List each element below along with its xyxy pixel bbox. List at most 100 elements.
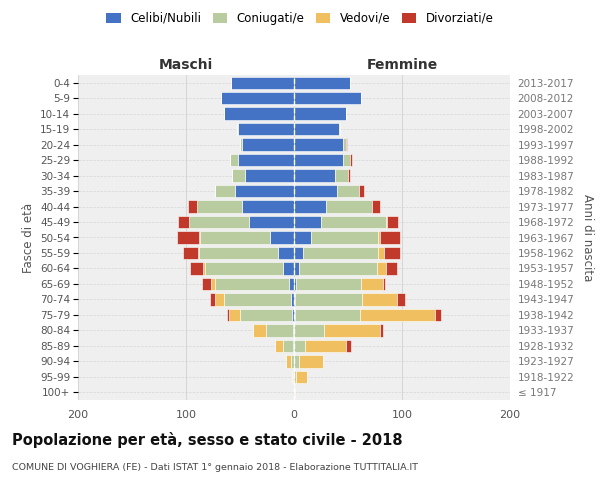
Bar [205, 262, 283, 274]
Bar [362, 293, 397, 306]
Bar [377, 262, 386, 274]
Bar [197, 200, 242, 212]
Bar [240, 138, 242, 151]
Bar [178, 216, 189, 228]
Bar [326, 200, 372, 212]
Bar [361, 278, 383, 290]
Bar [397, 293, 405, 306]
Bar [378, 232, 380, 243]
Bar [383, 278, 385, 290]
Bar [294, 324, 324, 336]
Bar [294, 340, 305, 352]
Bar [294, 262, 299, 274]
Bar [270, 232, 294, 243]
Bar [359, 185, 364, 198]
Bar [378, 247, 383, 259]
Bar [372, 200, 380, 212]
Bar [283, 340, 293, 352]
Bar [198, 247, 199, 259]
Bar [292, 370, 293, 383]
Legend: Celibi/Nubili, Coniugati/e, Vedovi/e, Divorziati/e: Celibi/Nubili, Coniugati/e, Vedovi/e, Di… [103, 8, 497, 28]
Bar [294, 232, 311, 243]
Bar [324, 324, 380, 336]
Bar [275, 340, 283, 352]
Bar [266, 324, 293, 336]
Bar [221, 92, 294, 104]
Bar [346, 138, 347, 151]
Bar [294, 247, 302, 259]
Bar [436, 308, 441, 321]
Bar [227, 308, 229, 321]
Bar [232, 76, 294, 89]
Bar [294, 154, 343, 166]
Bar [294, 170, 335, 182]
Text: COMUNE DI VOGHIERA (FE) - Dati ISTAT 1° gennaio 2018 - Elaborazione TUTTITALIA.I: COMUNE DI VOGHIERA (FE) - Dati ISTAT 1° … [12, 462, 418, 471]
Bar [386, 262, 397, 274]
Bar [343, 154, 350, 166]
Bar [294, 92, 361, 104]
Bar [299, 355, 323, 368]
Bar [386, 216, 387, 228]
Bar [295, 308, 360, 321]
Bar [190, 262, 203, 274]
Bar [350, 154, 352, 166]
Bar [380, 324, 383, 336]
Bar [294, 138, 343, 151]
Bar [199, 247, 278, 259]
Bar [224, 108, 294, 120]
Bar [299, 262, 377, 274]
Bar [200, 232, 270, 243]
Bar [294, 386, 295, 398]
Bar [235, 185, 294, 198]
Bar [229, 308, 240, 321]
Bar [232, 170, 245, 182]
Bar [335, 170, 348, 182]
Bar [178, 232, 199, 243]
Y-axis label: Anni di nascita: Anni di nascita [581, 194, 594, 281]
Bar [321, 216, 386, 228]
Bar [211, 278, 215, 290]
Bar [202, 278, 211, 290]
Bar [238, 123, 294, 136]
Bar [311, 232, 378, 243]
Bar [294, 185, 337, 198]
Bar [360, 308, 436, 321]
Y-axis label: Fasce di età: Fasce di età [22, 202, 35, 272]
Bar [337, 185, 359, 198]
Bar [203, 262, 205, 274]
Bar [302, 247, 378, 259]
Text: Maschi: Maschi [159, 58, 213, 72]
Bar [245, 170, 294, 182]
Bar [348, 170, 350, 182]
Bar [215, 278, 289, 290]
Bar [346, 340, 351, 352]
Bar [294, 123, 340, 136]
Bar [294, 293, 295, 306]
Bar [293, 340, 294, 352]
Bar [242, 200, 294, 212]
Bar [387, 216, 398, 228]
Bar [383, 247, 400, 259]
Bar [253, 324, 266, 336]
Bar [292, 308, 294, 321]
Bar [294, 355, 299, 368]
Bar [296, 370, 307, 383]
Text: Popolazione per età, sesso e stato civile - 2018: Popolazione per età, sesso e stato civil… [12, 432, 403, 448]
Bar [240, 308, 292, 321]
Bar [294, 308, 295, 321]
Bar [294, 216, 321, 228]
Bar [215, 293, 224, 306]
Bar [242, 138, 294, 151]
Bar [294, 278, 296, 290]
Bar [291, 293, 294, 306]
Bar [380, 232, 400, 243]
Bar [188, 200, 197, 212]
Bar [289, 278, 294, 290]
Bar [294, 108, 346, 120]
Bar [296, 278, 361, 290]
Text: Femmine: Femmine [367, 58, 437, 72]
Bar [286, 355, 291, 368]
Bar [237, 123, 238, 136]
Bar [189, 216, 248, 228]
Bar [293, 370, 294, 383]
